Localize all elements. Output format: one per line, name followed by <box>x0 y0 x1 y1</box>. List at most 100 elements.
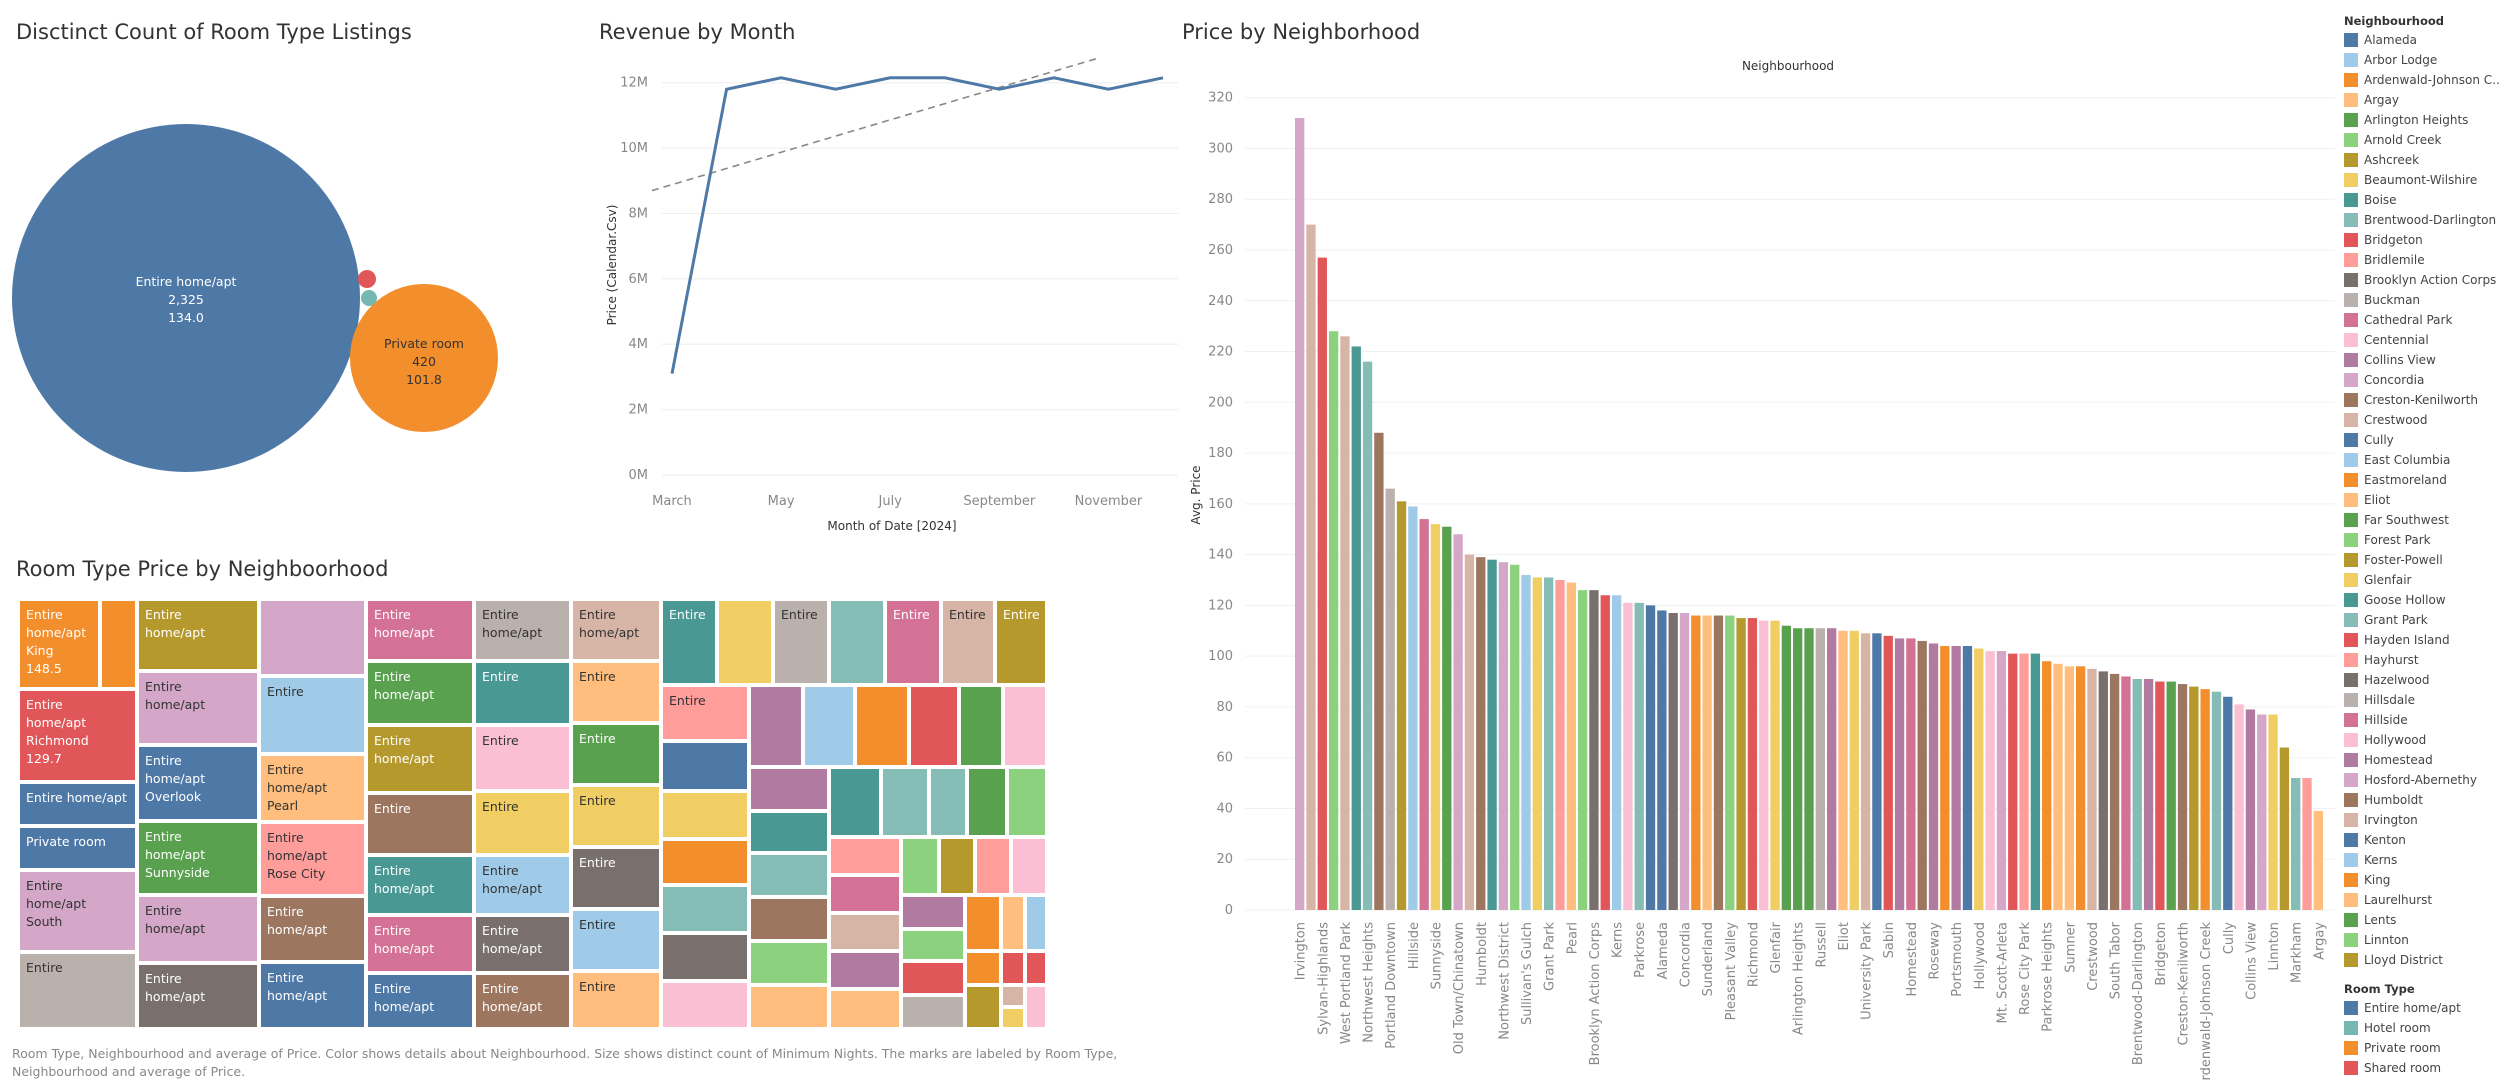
treemap-cell[interactable] <box>1001 1007 1025 1029</box>
price-bar[interactable] <box>2109 673 2120 910</box>
price-bar[interactable] <box>1566 582 1576 910</box>
treemap-cell[interactable] <box>965 895 1001 951</box>
price-bar[interactable] <box>1362 361 1373 910</box>
price-bar[interactable] <box>1589 590 1599 910</box>
price-bar[interactable] <box>1385 488 1395 910</box>
treemap-cell[interactable] <box>1011 837 1047 895</box>
price-bar[interactable] <box>1872 633 1882 910</box>
price-bar[interactable] <box>2008 653 2018 910</box>
neighbourhood-legend-item[interactable]: Foster-Powell <box>2344 550 2507 570</box>
treemap-cell[interactable] <box>829 875 901 913</box>
price-bar[interactable] <box>2042 661 2052 910</box>
treemap-cell[interactable] <box>995 599 1047 685</box>
neighbourhood-legend-item[interactable]: Grant Park <box>2344 610 2507 630</box>
neighbourhood-legend-item[interactable]: Hollywood <box>2344 730 2507 750</box>
treemap-cell[interactable] <box>661 599 717 685</box>
neighbourhood-legend-item[interactable]: Hosford-Abernethy <box>2344 770 2507 790</box>
price-bar[interactable] <box>1996 651 2007 910</box>
price-bar[interactable] <box>2279 747 2290 910</box>
price-bar[interactable] <box>1634 602 1644 910</box>
neighbourhood-legend-item[interactable]: Laurelhurst <box>2344 890 2507 910</box>
treemap-cell[interactable] <box>929 767 967 837</box>
treemap-cell[interactable] <box>1001 951 1025 985</box>
neighbourhood-legend-item[interactable]: Buckman <box>2344 290 2507 310</box>
treemap-cell[interactable] <box>259 822 366 896</box>
price-bar[interactable] <box>2223 696 2233 910</box>
neighbourhood-legend-item[interactable]: Beaumont-Wilshire <box>2344 170 2507 190</box>
price-bar[interactable] <box>2177 684 2188 910</box>
price-bar[interactable] <box>1691 615 1701 910</box>
treemap-cell[interactable] <box>366 793 474 855</box>
neighbourhood-legend-item[interactable]: Hayhurst <box>2344 650 2507 670</box>
price-bar[interactable] <box>1555 580 1565 910</box>
price-bar[interactable] <box>1849 630 1859 910</box>
price-bar[interactable] <box>1826 628 1837 910</box>
neighbourhood-legend-item[interactable]: Cully <box>2344 430 2507 450</box>
price-bar[interactable] <box>1476 557 1486 910</box>
price-bar[interactable] <box>2064 666 2074 910</box>
neighbourhood-legend-item[interactable]: Crestwood <box>2344 410 2507 430</box>
neighbourhood-legend-item[interactable]: Argay <box>2344 90 2507 110</box>
price-bar[interactable] <box>1736 618 1746 910</box>
price-bar[interactable] <box>1928 643 1939 910</box>
treemap-cell[interactable] <box>661 981 749 1029</box>
treemap-cell[interactable] <box>137 599 259 671</box>
neighbourhood-legend-item[interactable]: Hillsdale <box>2344 690 2507 710</box>
neighbourhood-legend-item[interactable]: East Columbia <box>2344 450 2507 470</box>
treemap-cell[interactable] <box>100 599 137 689</box>
price-bar[interactable] <box>2200 689 2210 910</box>
price-bar[interactable] <box>1374 432 1384 910</box>
neighbourhood-legend-item[interactable]: Hayden Island <box>2344 630 2507 650</box>
price-bar[interactable] <box>2121 676 2131 910</box>
price-bar[interactable] <box>2257 714 2267 910</box>
treemap-cell[interactable] <box>137 963 259 1029</box>
price-bar[interactable] <box>1702 615 1712 910</box>
price-bar[interactable] <box>1951 646 1961 910</box>
price-bar[interactable] <box>1713 615 1724 910</box>
price-bar[interactable] <box>1600 595 1610 910</box>
treemap-cell[interactable] <box>717 599 773 685</box>
treemap-cell[interactable] <box>661 741 749 791</box>
neighbourhood-legend-item[interactable]: Glenfair <box>2344 570 2507 590</box>
treemap-cell[interactable] <box>474 791 571 855</box>
price-bar[interactable] <box>1295 118 1305 910</box>
price-bar[interactable] <box>1306 224 1316 911</box>
price-bar[interactable] <box>1351 346 1361 910</box>
treemap-cell[interactable] <box>975 837 1011 895</box>
neighbourhood-legend-item[interactable]: Brooklyn Action Corps <box>2344 270 2507 290</box>
treemap-cell[interactable] <box>901 895 965 929</box>
treemap-cell[interactable] <box>661 839 749 885</box>
treemap-cell[interactable] <box>474 855 571 915</box>
treemap-cell[interactable] <box>829 837 901 875</box>
neighbourhood-legend-item[interactable]: King <box>2344 870 2507 890</box>
neighbourhood-legend-item[interactable]: Bridgeton <box>2344 230 2507 250</box>
price-bar[interactable] <box>1498 562 1509 910</box>
treemap-cell[interactable] <box>366 915 474 973</box>
neighbourhood-legend-item[interactable]: Creston-Kenilworth <box>2344 390 2507 410</box>
treemap-cell[interactable] <box>941 599 995 685</box>
price-bar[interactable] <box>1793 628 1803 910</box>
price-bar[interactable] <box>2075 666 2086 910</box>
price-bar[interactable] <box>1464 554 1475 910</box>
revenue-line[interactable] <box>670 76 1164 374</box>
price-bar[interactable] <box>2098 671 2108 910</box>
price-bar[interactable] <box>1962 646 1973 910</box>
treemap-cell[interactable] <box>749 853 829 897</box>
price-bar[interactable] <box>1974 648 1984 910</box>
price-bar[interactable] <box>2019 653 2029 910</box>
treemap-cell[interactable] <box>939 837 975 895</box>
treemap-cell[interactable] <box>749 767 829 811</box>
price-bar[interactable] <box>2143 679 2154 910</box>
price-bar[interactable] <box>1544 577 1554 910</box>
price-bar[interactable] <box>2030 653 2041 910</box>
treemap-cell[interactable] <box>137 671 259 745</box>
neighbourhood-legend-item[interactable]: Kerns <box>2344 850 2507 870</box>
treemap-cell[interactable] <box>749 985 829 1029</box>
treemap-cell[interactable] <box>18 826 137 870</box>
treemap-cell[interactable] <box>829 599 885 685</box>
neighbourhood-legend-item[interactable]: Hillside <box>2344 710 2507 730</box>
treemap-cell[interactable] <box>1003 685 1047 767</box>
treemap-cell[interactable] <box>137 745 259 821</box>
roomtype-legend-item[interactable]: Hotel room <box>2344 1018 2507 1038</box>
neighbourhood-legend-item[interactable]: Eastmoreland <box>2344 470 2507 490</box>
